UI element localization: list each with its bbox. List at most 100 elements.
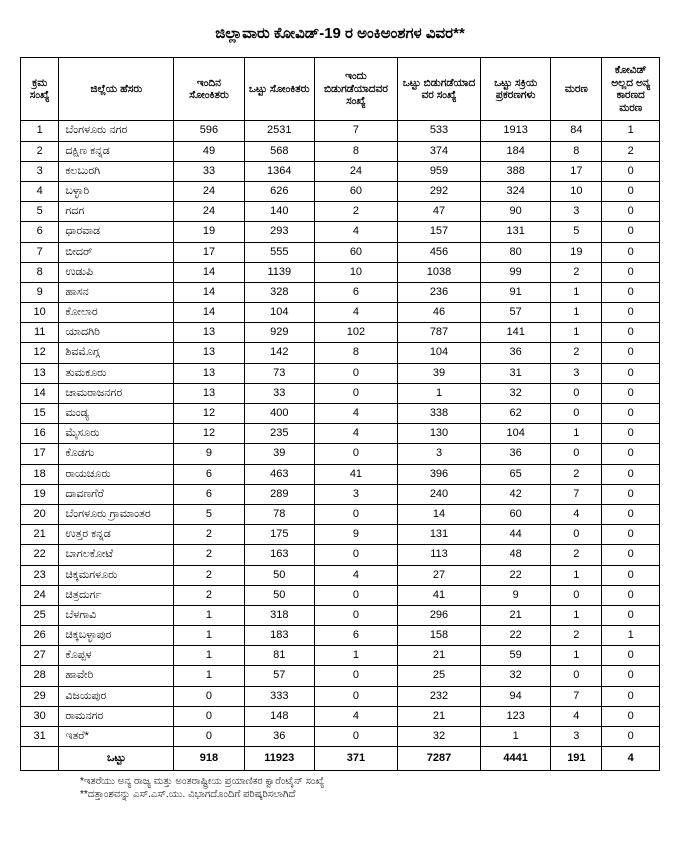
cell-value: 4: [314, 303, 397, 323]
cell-value: 0: [551, 404, 602, 424]
table-row: 25ಬೆಳಗಾವಿ131802962110: [21, 605, 660, 625]
cell-value: 14: [174, 262, 244, 282]
cell-value: 7: [551, 686, 602, 706]
cell-value: 456: [397, 242, 480, 262]
district-name: ಹಾವೇರಿ: [59, 666, 174, 686]
cell-value: 17: [551, 161, 602, 181]
cell-value: 148: [244, 706, 314, 726]
cell-value: 22: [21, 545, 59, 565]
district-name: ಇತರೆ*: [59, 727, 174, 747]
cell-value: 555: [244, 242, 314, 262]
col-today-discharged: ಇಂದು ಬಿಡುಗಡೆಯಾದವರ ಸಂಖ್ಯೆ: [314, 58, 397, 121]
cell-value: 0: [314, 585, 397, 605]
footnote-2: **ದತ್ತಾಂಶವನ್ನು ಎಸ್.ಎಸ್.ಯು. ವಿಭಾಗದೊಂದಿಗೆ …: [80, 788, 660, 801]
col-deaths: ಮರಣ: [551, 58, 602, 121]
cell-value: 1: [481, 727, 551, 747]
cell-value: 0: [314, 727, 397, 747]
cell-value: 232: [397, 686, 480, 706]
cell-value: 0: [602, 282, 660, 302]
table-row: 31ಇತರೆ*036032130: [21, 727, 660, 747]
cell-value: 27: [21, 646, 59, 666]
cell-value: 2531: [244, 121, 314, 141]
total-cell: 918: [174, 747, 244, 771]
cell-value: 0: [551, 444, 602, 464]
cell-value: 36: [481, 343, 551, 363]
cell-value: 596: [174, 121, 244, 141]
cell-value: 0: [314, 545, 397, 565]
cell-value: 0: [602, 161, 660, 181]
cell-value: 6: [314, 282, 397, 302]
cell-value: 32: [481, 383, 551, 403]
cell-value: 47: [397, 202, 480, 222]
cell-value: 102: [314, 323, 397, 343]
cell-value: 0: [602, 646, 660, 666]
table-row: 1ಬೆಂಗಳೂರು ನಗರ596253175331913841: [21, 121, 660, 141]
cell-value: 2: [21, 141, 59, 161]
cell-value: 1913: [481, 121, 551, 141]
cell-value: 0: [174, 686, 244, 706]
cell-value: 338: [397, 404, 480, 424]
cell-value: 10: [551, 181, 602, 201]
table-row: 8ಉಡುಪಿ1411391010389920: [21, 262, 660, 282]
cell-value: 3: [551, 363, 602, 383]
cell-value: 62: [481, 404, 551, 424]
cell-value: 0: [551, 666, 602, 686]
cell-value: 328: [244, 282, 314, 302]
cell-value: 4: [551, 504, 602, 524]
table-row: 7ಬೀದರ್175556045680190: [21, 242, 660, 262]
cell-value: 21: [481, 605, 551, 625]
table-row: 29ವಿಜಯಪುರ033302329470: [21, 686, 660, 706]
cell-value: 8: [551, 141, 602, 161]
cell-value: 29: [21, 686, 59, 706]
cell-value: 1: [551, 282, 602, 302]
total-cell: 7287: [397, 747, 480, 771]
district-name: ಉತ್ತರ ಕನ್ನಡ: [59, 525, 174, 545]
cell-value: 57: [244, 666, 314, 686]
table-row: 17ಕೊಡಗು939033600: [21, 444, 660, 464]
cell-value: 1: [551, 646, 602, 666]
cell-value: 0: [602, 605, 660, 625]
cell-value: 9: [481, 585, 551, 605]
cell-value: 175: [244, 525, 314, 545]
cell-value: 32: [481, 666, 551, 686]
cell-value: 0: [551, 585, 602, 605]
cell-value: 32: [397, 727, 480, 747]
table-row: 6ಧಾರವಾಡ19293415713150: [21, 222, 660, 242]
cell-value: 6: [174, 484, 244, 504]
cell-value: 7: [551, 484, 602, 504]
cell-value: 1: [174, 626, 244, 646]
cell-value: 0: [602, 686, 660, 706]
cell-value: 22: [481, 565, 551, 585]
district-name: ಹಾಸನ: [59, 282, 174, 302]
cell-value: 60: [314, 242, 397, 262]
cell-value: 1: [551, 303, 602, 323]
cell-value: 3: [551, 727, 602, 747]
cell-value: 3: [21, 161, 59, 181]
cell-value: 5: [174, 504, 244, 524]
cell-value: 15: [21, 404, 59, 424]
cell-value: 1: [602, 626, 660, 646]
cell-value: 19: [21, 484, 59, 504]
table-row: 30ರಾಮನಗರ014842112340: [21, 706, 660, 726]
district-name: ಗದಗ: [59, 202, 174, 222]
cell-value: 1: [174, 666, 244, 686]
table-row: 15ಮಂಡ್ಯ1240043386200: [21, 404, 660, 424]
cell-value: 0: [602, 666, 660, 686]
cell-value: 1139: [244, 262, 314, 282]
cell-value: 30: [21, 706, 59, 726]
cell-value: 0: [602, 585, 660, 605]
total-row: ಒಟ್ಟು91811923371728744411914: [21, 747, 660, 771]
cell-value: 65: [481, 464, 551, 484]
district-name: ಚಿತ್ರದುರ್ಗ: [59, 585, 174, 605]
table-row: 12ಶಿವಮೊಗ್ಗ1314281043620: [21, 343, 660, 363]
district-name: ಬೆಂಗಳೂರು ನಗರ: [59, 121, 174, 141]
district-name: ದಕ್ಷಿಣ ಕನ್ನಡ: [59, 141, 174, 161]
cell-value: 929: [244, 323, 314, 343]
cell-value: 0: [602, 363, 660, 383]
cell-value: 296: [397, 605, 480, 625]
table-row: 28ಹಾವೇರಿ1570253200: [21, 666, 660, 686]
cell-value: 21: [21, 525, 59, 545]
table-row: 21ಉತ್ತರ ಕನ್ನಡ217591314400: [21, 525, 660, 545]
cell-value: 3: [551, 202, 602, 222]
cell-value: 4: [314, 565, 397, 585]
